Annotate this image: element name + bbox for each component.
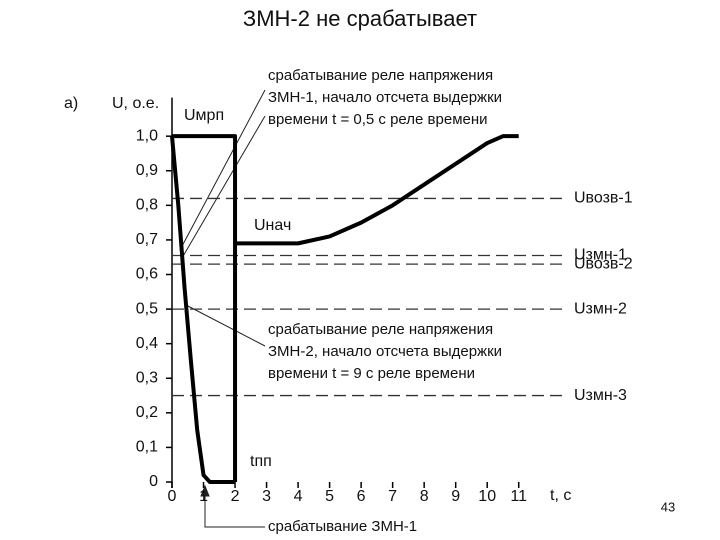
- y-tick-label: 1,0: [136, 127, 158, 144]
- x-tick-label: 1: [199, 488, 208, 505]
- pointer-line: [204, 490, 265, 528]
- x-tick-label: 0: [168, 488, 177, 505]
- threshold-label: Uзмн-1: [574, 247, 627, 264]
- annotation: Uмрп: [184, 107, 224, 124]
- y-tick-label: 0: [149, 473, 158, 490]
- y-tick-label: 0,6: [136, 266, 158, 283]
- x-tick-label: 3: [262, 488, 271, 505]
- curve: [170, 136, 236, 484]
- annotation: Uнач: [254, 217, 291, 234]
- pointer-line: [179, 89, 266, 251]
- annotation: ЗМН-1, начало отсчета выдержки: [268, 89, 502, 106]
- y-tick-label: 0,3: [136, 369, 158, 386]
- slide-title: ЗМН-2 не срабатывает: [243, 6, 477, 31]
- x-tick-label: 9: [451, 488, 460, 505]
- pointer-line: [181, 115, 266, 259]
- x-tick-label: 4: [294, 488, 303, 505]
- arrow-head: [200, 484, 210, 497]
- threshold-label: Uзмн-2: [574, 300, 627, 317]
- y-tick-label: 0,2: [136, 404, 158, 421]
- x-tick-label: 8: [420, 488, 429, 505]
- y-tick-label: 0,1: [136, 439, 158, 456]
- y-tick-label: 0,9: [136, 162, 158, 179]
- x-tick-label: 5: [325, 488, 334, 505]
- pointers: [179, 89, 266, 528]
- annotation: срабатывание реле напряжения: [268, 67, 493, 84]
- curve: [235, 134, 519, 246]
- threshold-label: Uзмн-3: [574, 387, 627, 404]
- x-tick-label: 11: [510, 488, 527, 505]
- pointer-line: [185, 304, 266, 347]
- y-axis-label: U, о.е.: [112, 95, 159, 112]
- y-tick-label: 0,8: [136, 197, 158, 214]
- annotation: срабатывание реле напряжения: [268, 321, 493, 338]
- annotation: tпп: [250, 453, 272, 470]
- x-tick-label: 2: [231, 488, 240, 505]
- page-number: 43: [661, 499, 675, 514]
- annotation: времени t = 9 с реле времени: [268, 365, 475, 382]
- y-tick-label: 0,7: [136, 231, 158, 248]
- threshold-label: Uвозв-1: [574, 190, 633, 207]
- x-tick-label: 10: [478, 488, 496, 505]
- y-tick-label: 0,5: [136, 300, 158, 317]
- annotation: времени t = 0,5 с реле времени: [268, 111, 488, 128]
- panel-label: а): [64, 95, 78, 112]
- x-tick-label: 7: [388, 488, 397, 505]
- x-tick-label: 6: [357, 488, 366, 505]
- threshold-label: Uвозв-2: [574, 255, 633, 272]
- annotation: ЗМН-2, начало отсчета выдержки: [268, 343, 502, 360]
- curve: [172, 134, 238, 482]
- annotation: срабатывание ЗМН-1: [268, 518, 417, 535]
- x-axis-label: t, c: [550, 487, 571, 504]
- y-tick-label: 0,4: [136, 335, 158, 352]
